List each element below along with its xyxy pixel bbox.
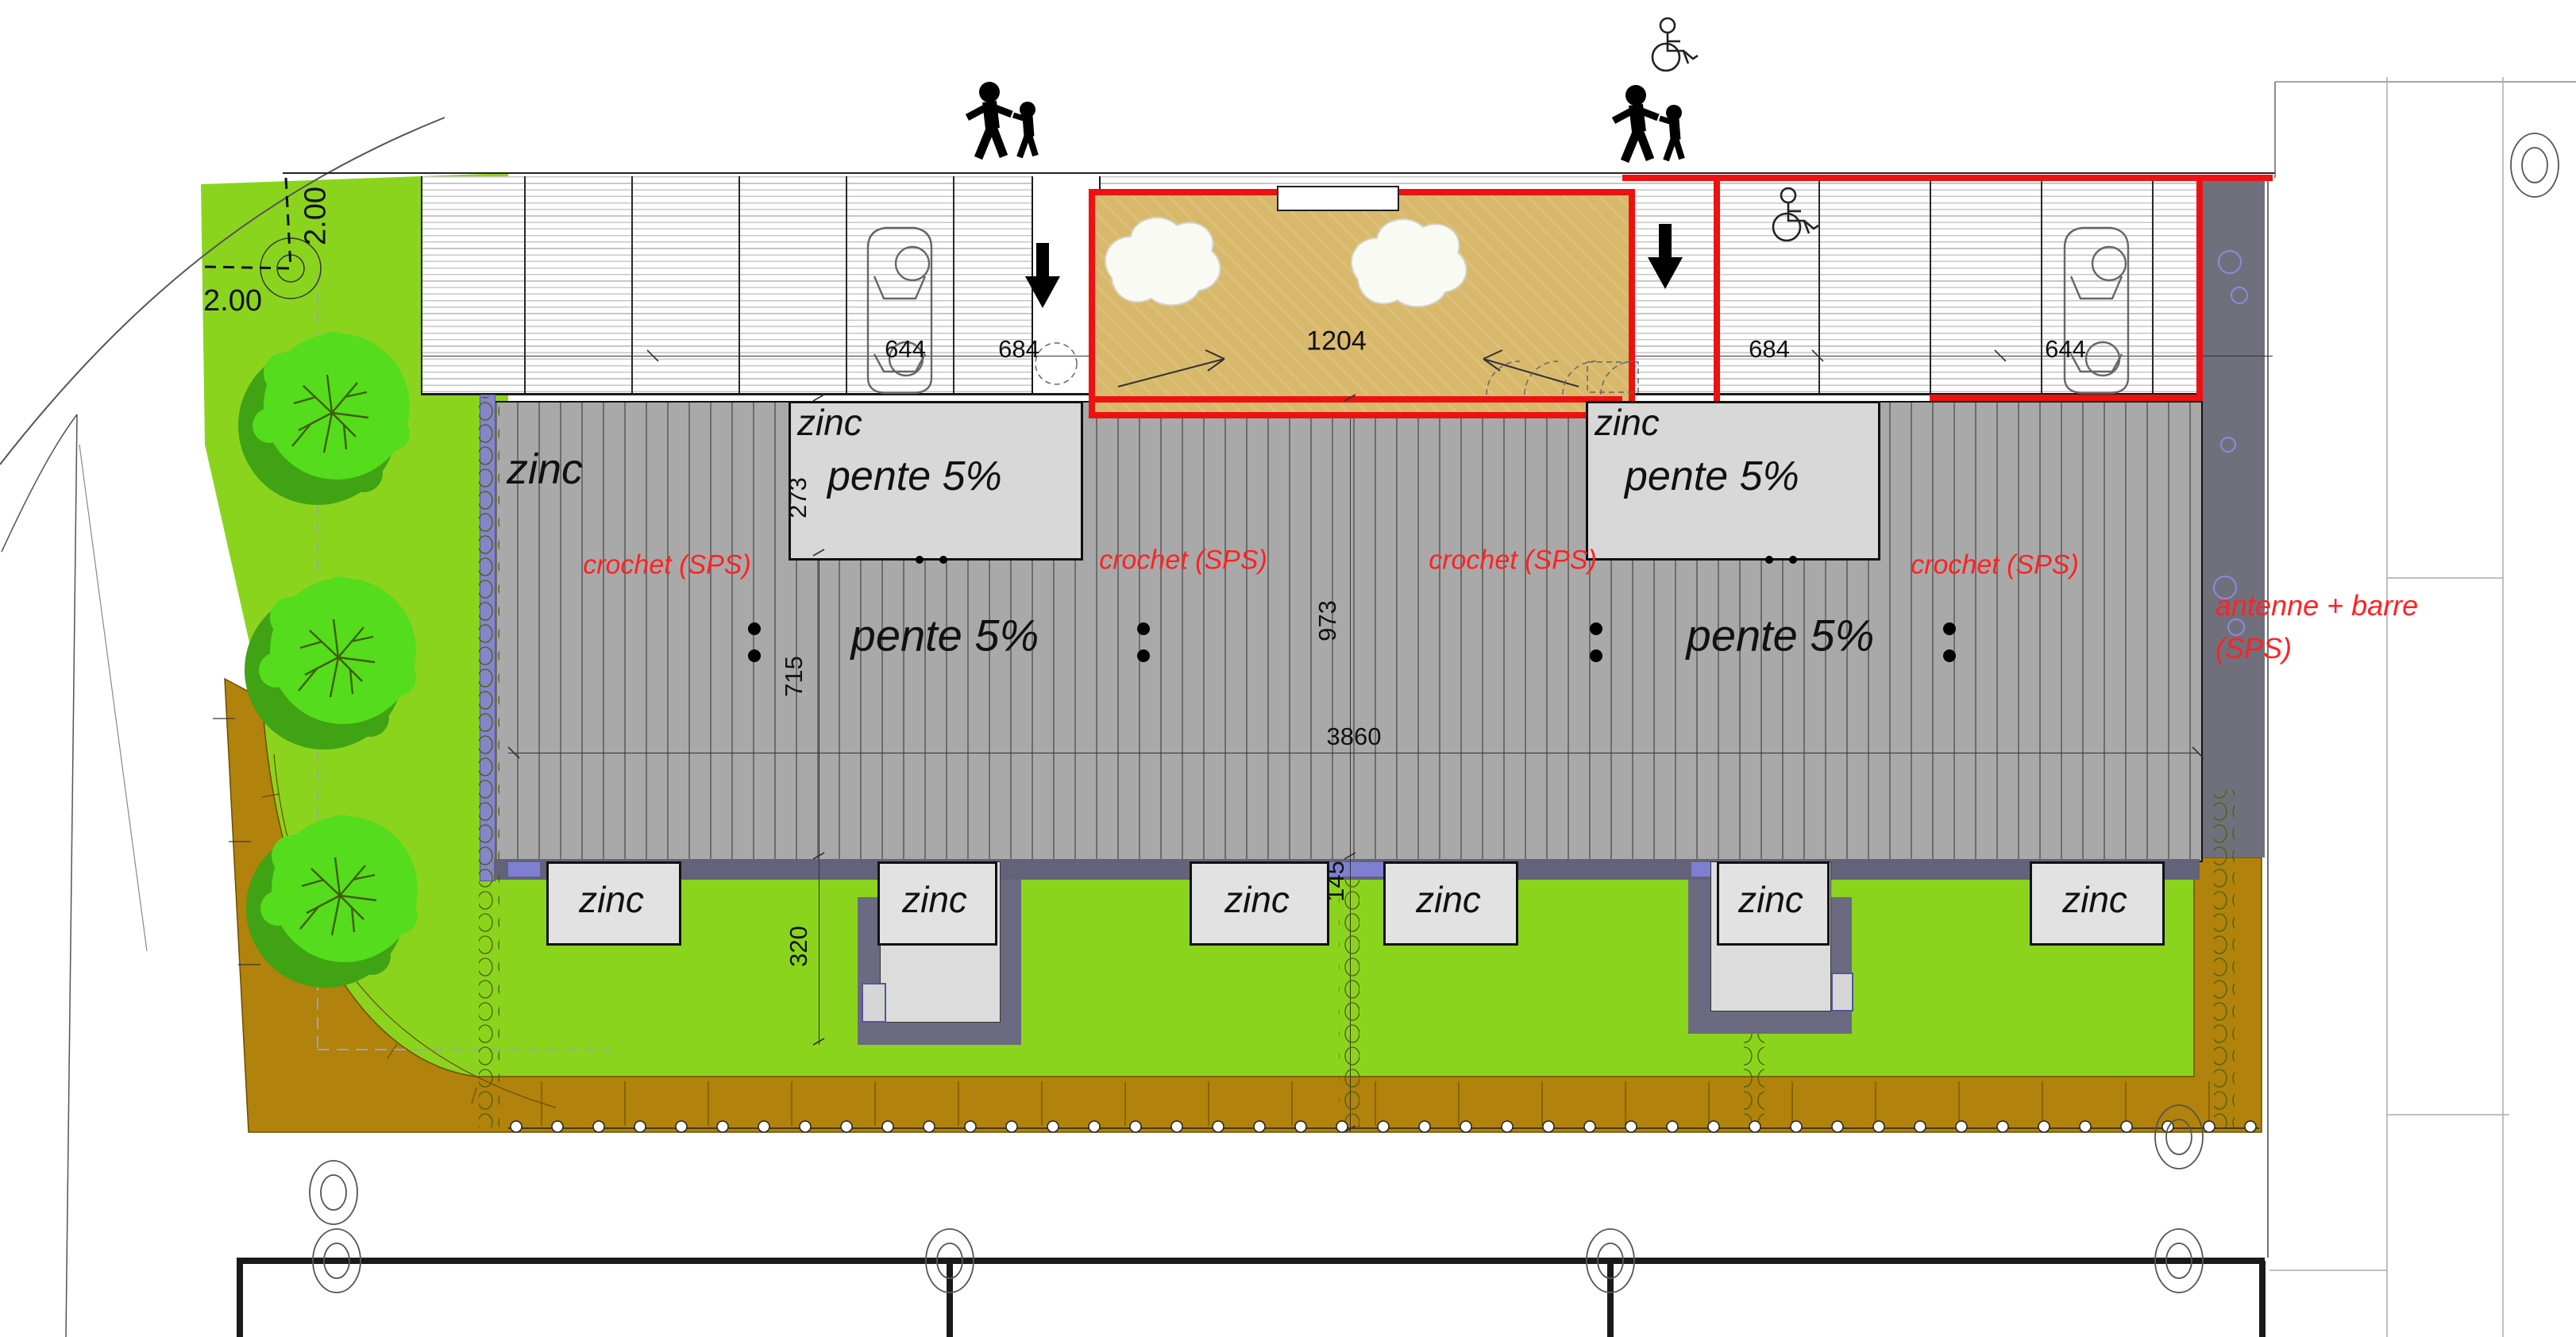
- crochet-label-3: crochet (SPS): [1429, 545, 1597, 576]
- manhole-icon: [2510, 133, 2559, 198]
- courtyard-notch: [1277, 186, 1399, 211]
- crochet-label-4: crochet (SPS): [1911, 549, 2079, 580]
- dormer2-zinc: zinc: [1595, 402, 1660, 443]
- antenne-label-1: antenne + barre: [2215, 589, 2419, 622]
- hedge-mid-1: [1339, 880, 1359, 1127]
- roof-left-strip: [480, 395, 496, 881]
- crochet-label-2: crochet (SPS): [1099, 545, 1267, 576]
- dormer1-zinc: zinc: [797, 402, 862, 443]
- parking-left-block: [422, 176, 1032, 395]
- dim-684-left: 684: [998, 335, 1039, 363]
- dim-320: 320: [785, 926, 812, 967]
- red-line-v1: [1714, 176, 1720, 401]
- dim-684-right: 684: [1749, 335, 1790, 363]
- fence-posts: [508, 1119, 2259, 1137]
- roof-zinc-corner: zinc: [507, 445, 584, 493]
- zinc-roof: [494, 401, 2203, 862]
- manhole-icon: [309, 1160, 358, 1225]
- dim-973: 973: [1313, 600, 1341, 642]
- roof-pente-left: pente 5%: [850, 610, 1039, 661]
- crochet-label-1: crochet (SPS): [583, 549, 751, 580]
- hedge-mid-2: [1744, 1034, 1764, 1127]
- tree-icon: [243, 575, 418, 751]
- dim-644-right: 644: [2045, 335, 2086, 363]
- tree-icon: [237, 330, 411, 507]
- path-ticks: [524, 1081, 2255, 1126]
- dim-715: 715: [780, 656, 808, 697]
- zinc-label-1: zinc: [579, 879, 644, 920]
- dim-3860: 3860: [1326, 722, 1382, 750]
- tree-icon: [245, 813, 419, 989]
- dormer1-pente: pente 5%: [827, 453, 1002, 499]
- dim-273: 273: [784, 477, 812, 518]
- zinc-label-3: zinc: [1224, 879, 1290, 920]
- zinc-label-2: zinc: [902, 879, 967, 920]
- dim-setback-west: 2.00: [203, 284, 262, 318]
- dormer2-pente: pente 5%: [1625, 453, 1799, 499]
- plot-boundary: [237, 1258, 2265, 1264]
- pedestrians-icon: [967, 82, 1035, 158]
- dim-1204: 1204: [1306, 326, 1367, 356]
- manhole-icon: [2154, 1104, 2204, 1169]
- antenne-label-2: (SPS): [2215, 632, 2293, 665]
- roof-pente-right: pente 5%: [1686, 610, 1875, 661]
- zinc-label-4: zinc: [1416, 879, 1481, 920]
- zinc-label-5: zinc: [1738, 879, 1803, 920]
- courtyard: [1089, 189, 1635, 418]
- zinc-label-6: zinc: [2062, 879, 2127, 920]
- wheelchair-icon: [1651, 17, 1699, 72]
- dim-145: 145: [1321, 861, 1349, 902]
- red-line-v2: [2196, 176, 2203, 401]
- pedestrians-icon: [1614, 85, 1682, 161]
- dim-644-left: 644: [885, 335, 926, 363]
- dim-setback-north: 2.00: [299, 187, 333, 245]
- right-dark-strip: [2200, 178, 2265, 857]
